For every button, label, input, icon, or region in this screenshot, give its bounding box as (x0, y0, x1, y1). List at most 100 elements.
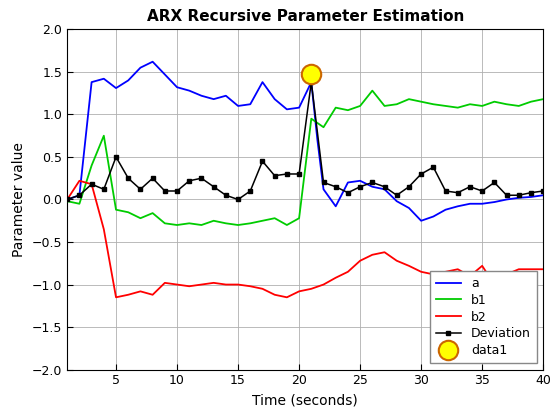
a (64, 197, 71, 202)
b2 (405, 263, 412, 268)
b2 (283, 295, 290, 300)
Deviation (186, 178, 193, 183)
b1 (308, 116, 315, 121)
b1 (222, 221, 229, 226)
b2 (344, 269, 351, 274)
a (332, 204, 339, 209)
Deviation (247, 189, 254, 194)
a (100, 76, 107, 81)
a (174, 85, 180, 90)
b1 (491, 99, 498, 104)
b2 (198, 282, 205, 287)
b1 (161, 221, 168, 226)
b1 (64, 199, 71, 204)
a (540, 193, 547, 198)
a (211, 97, 217, 102)
Deviation (454, 190, 461, 195)
b2 (88, 182, 95, 187)
Deviation (161, 189, 168, 194)
b2 (186, 284, 193, 289)
a (161, 72, 168, 77)
a (381, 187, 388, 192)
a (442, 207, 449, 212)
b1 (150, 210, 156, 215)
b1 (320, 125, 327, 130)
Deviation (344, 190, 351, 195)
b1 (137, 216, 144, 221)
a (247, 102, 254, 107)
b2 (442, 269, 449, 274)
Deviation (113, 155, 119, 160)
b1 (100, 133, 107, 138)
b2 (125, 292, 132, 297)
a (137, 65, 144, 70)
a (503, 197, 510, 202)
Deviation (259, 159, 266, 164)
Deviation (64, 197, 71, 202)
Deviation (100, 187, 107, 192)
b2 (76, 178, 83, 183)
Line: b2: b2 (67, 181, 543, 297)
Deviation (357, 184, 363, 189)
a (344, 180, 351, 185)
b1 (259, 218, 266, 223)
b1 (113, 207, 119, 212)
b2 (235, 282, 241, 287)
b2 (308, 286, 315, 291)
b1 (296, 216, 302, 221)
b2 (174, 282, 180, 287)
Deviation (479, 189, 486, 194)
b1 (272, 216, 278, 221)
Deviation (235, 197, 241, 202)
a (76, 193, 83, 198)
Deviation (283, 171, 290, 176)
Deviation (540, 189, 547, 194)
b1 (332, 105, 339, 110)
b1 (528, 99, 534, 104)
a (186, 88, 193, 93)
a (308, 80, 315, 85)
Deviation (381, 184, 388, 189)
a (296, 105, 302, 110)
b1 (369, 88, 376, 93)
a (393, 199, 400, 204)
b2 (259, 286, 266, 291)
a (369, 184, 376, 189)
b2 (100, 227, 107, 232)
Deviation (466, 184, 473, 189)
b1 (418, 99, 424, 104)
b2 (320, 282, 327, 287)
b1 (76, 201, 83, 206)
b2 (393, 258, 400, 263)
a (479, 201, 486, 206)
b1 (283, 223, 290, 228)
Deviation (76, 193, 83, 198)
b1 (211, 218, 217, 223)
b1 (186, 221, 193, 226)
a (283, 107, 290, 112)
a (235, 103, 241, 108)
Y-axis label: Parameter value: Parameter value (12, 142, 26, 257)
Deviation (150, 176, 156, 181)
b2 (454, 267, 461, 272)
a (357, 178, 363, 183)
Deviation (528, 190, 534, 195)
b2 (369, 252, 376, 257)
b2 (540, 267, 547, 272)
b1 (344, 108, 351, 113)
Deviation (125, 176, 132, 181)
Deviation (515, 193, 522, 198)
b2 (161, 280, 168, 285)
a (528, 194, 534, 200)
a (320, 187, 327, 192)
b2 (528, 267, 534, 272)
b2 (430, 272, 437, 277)
a (466, 201, 473, 206)
a (113, 86, 119, 91)
Deviation (88, 182, 95, 187)
Deviation (332, 184, 339, 189)
a (314, 137, 321, 142)
b2 (64, 197, 71, 202)
b2 (418, 269, 424, 274)
Deviation (198, 176, 205, 181)
